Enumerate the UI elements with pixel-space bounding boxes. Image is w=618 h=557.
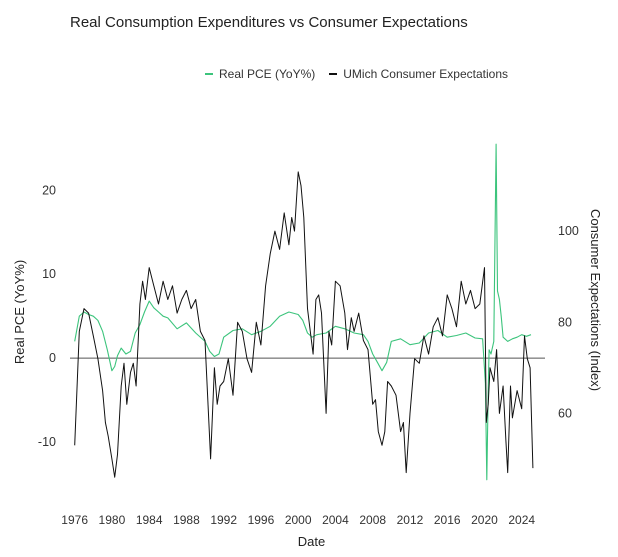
y-right-tick-label: 60 [558, 406, 572, 420]
x-tick-label: 1996 [248, 513, 275, 527]
y-left-tick-label: -10 [38, 435, 56, 449]
series-line-pce [74, 143, 532, 481]
x-tick-label: 1980 [99, 513, 126, 527]
x-tick-label: 1984 [136, 513, 163, 527]
x-tick-label: 2008 [359, 513, 386, 527]
x-tick-label: 2020 [471, 513, 498, 527]
x-tick-label: 2024 [508, 513, 535, 527]
y-right-axis-label: Consumer Expectations (Index) [588, 209, 603, 391]
x-tick-label: 2000 [285, 513, 312, 527]
x-tick-label: 2012 [397, 513, 424, 527]
legend-item-pce: Real PCE (YoY%) [205, 67, 315, 81]
series-line-umich [74, 171, 534, 478]
chart-title: Real Consumption Expenditures vs Consume… [70, 14, 468, 31]
y-left-tick-label: 10 [42, 267, 56, 281]
x-tick-label: 2004 [322, 513, 349, 527]
x-tick-label: 1992 [210, 513, 237, 527]
y-right-tick-label: 80 [558, 315, 572, 329]
legend-label-umich: UMich Consumer Expectations [343, 67, 508, 81]
x-tick-label: 2016 [434, 513, 461, 527]
x-axis-label: Date [298, 534, 325, 549]
legend: Real PCE (YoY%) UMich Consumer Expectati… [205, 67, 508, 81]
legend-swatch-umich [329, 73, 338, 75]
y-left-tick-label: 20 [42, 183, 56, 197]
y-left-tick-label: 0 [49, 351, 56, 365]
y-left-axis-label: Real PCE (YoY%) [12, 260, 27, 364]
legend-label-pce: Real PCE (YoY%) [219, 67, 316, 81]
y-right-tick-label: 100 [558, 224, 579, 238]
legend-item-umich: UMich Consumer Expectations [329, 67, 508, 81]
legend-swatch-pce [205, 73, 213, 75]
x-tick-label: 1976 [61, 513, 88, 527]
x-tick-label: 1988 [173, 513, 200, 527]
